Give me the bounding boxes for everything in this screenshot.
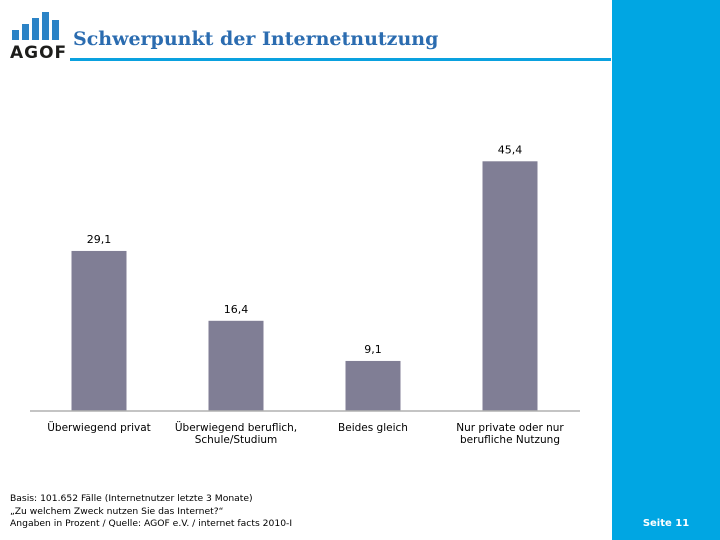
side-panel bbox=[612, 0, 720, 540]
category-label: Nur private oder nur bbox=[456, 422, 564, 434]
value-label: 45,4 bbox=[498, 143, 523, 156]
chart-labels: 29,1 Überwiegend privat 16,4 Überwiegend be… bbox=[47, 143, 564, 446]
bar bbox=[345, 360, 401, 411]
footnote-line: „Zu welchem Zweck nutzen Sie das Interne… bbox=[10, 505, 224, 517]
bar bbox=[71, 250, 127, 411]
value-label: 29,1 bbox=[87, 233, 112, 246]
bar-chart: 29,1 Überwiegend privat 16,4 Überwiegend be… bbox=[30, 143, 580, 446]
footnote-line: Angaben in Prozent / Quelle: AGOF e.V. /… bbox=[10, 518, 293, 529]
category-label: Überwiegend privat bbox=[47, 421, 151, 434]
agof-logo: AGOF bbox=[8, 10, 68, 64]
title-divider bbox=[70, 58, 611, 61]
value-label: 9,1 bbox=[364, 343, 382, 356]
logo-bar bbox=[22, 24, 29, 40]
footnote: Basis: 101.652 Fälle (Internetnutzer let… bbox=[10, 493, 292, 531]
category-label: Überwiegend beruflich, bbox=[175, 421, 297, 434]
footnote-line: Basis: 101.652 Fälle (Internetnutzer let… bbox=[10, 493, 253, 504]
page-title: Schwerpunkt der Internetnutzung bbox=[73, 28, 439, 50]
chart-bars bbox=[71, 161, 538, 411]
logo-text: AGOF bbox=[10, 43, 68, 63]
bar bbox=[208, 320, 264, 411]
logo-bar bbox=[12, 30, 19, 40]
value-label: 16,4 bbox=[224, 303, 249, 316]
page-number: Seite 11 bbox=[642, 518, 690, 529]
category-label: berufliche Nutzung bbox=[460, 434, 560, 446]
logo-bar bbox=[32, 18, 39, 40]
logo-bars-icon bbox=[12, 10, 62, 40]
category-label: Beides gleich bbox=[338, 422, 408, 434]
category-label: Schule/Studium bbox=[195, 434, 278, 446]
logo-bar bbox=[52, 20, 59, 40]
logo-bar bbox=[42, 12, 49, 40]
bar bbox=[482, 161, 538, 411]
